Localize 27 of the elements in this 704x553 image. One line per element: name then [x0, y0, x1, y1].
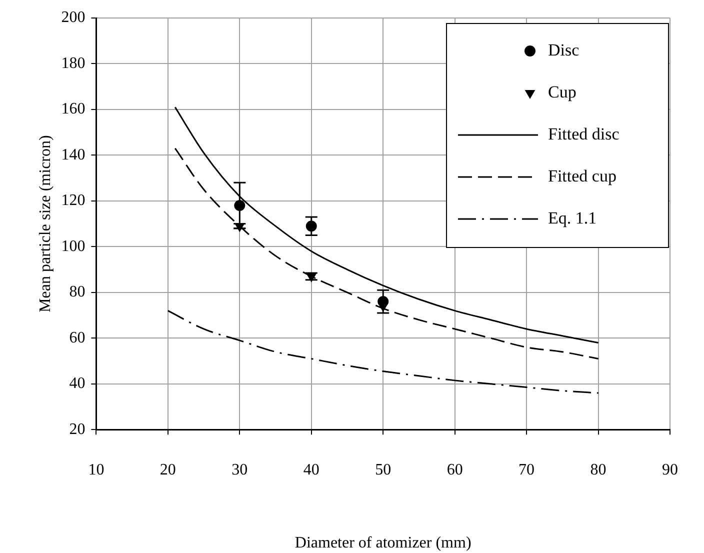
x-tick-label: 30 [232, 461, 248, 478]
legend-label: Eq. 1.1 [548, 208, 597, 228]
line-series [167, 310, 600, 394]
y-tick-label: 40 [69, 375, 86, 392]
x-tick-label: 40 [303, 461, 320, 478]
legend-label: Cup [548, 82, 576, 102]
x-tick-label: 20 [160, 461, 176, 478]
legend-label: Fitted disc [548, 124, 620, 144]
y-tick-label: 200 [61, 9, 86, 26]
x-tick-label: 70 [518, 461, 535, 478]
x-tick-label: 10 [88, 461, 104, 478]
legend-label: Fitted cup [548, 166, 616, 186]
x-tick-label: 50 [375, 461, 392, 478]
x-tick-label: 60 [446, 461, 463, 478]
x-tick-label: 80 [590, 461, 606, 478]
y-tick-label: 120 [61, 192, 86, 210]
y-tick-label: 160 [61, 100, 86, 118]
y-axis-title: Mean particle size (micron) [36, 135, 54, 312]
y-tick-label: 80 [69, 284, 86, 301]
y-tick-label: 180 [61, 54, 86, 72]
legend-label: Disc [548, 40, 580, 60]
x-axis-title: Diameter of atomizer (mm) [294, 534, 472, 552]
y-tick-label: 60 [69, 329, 86, 346]
y-tick-label: 140 [61, 146, 86, 164]
y-tick-label: 100 [61, 238, 86, 255]
y-tick-label: 20 [69, 420, 86, 438]
x-tick-label: 90 [662, 461, 678, 478]
